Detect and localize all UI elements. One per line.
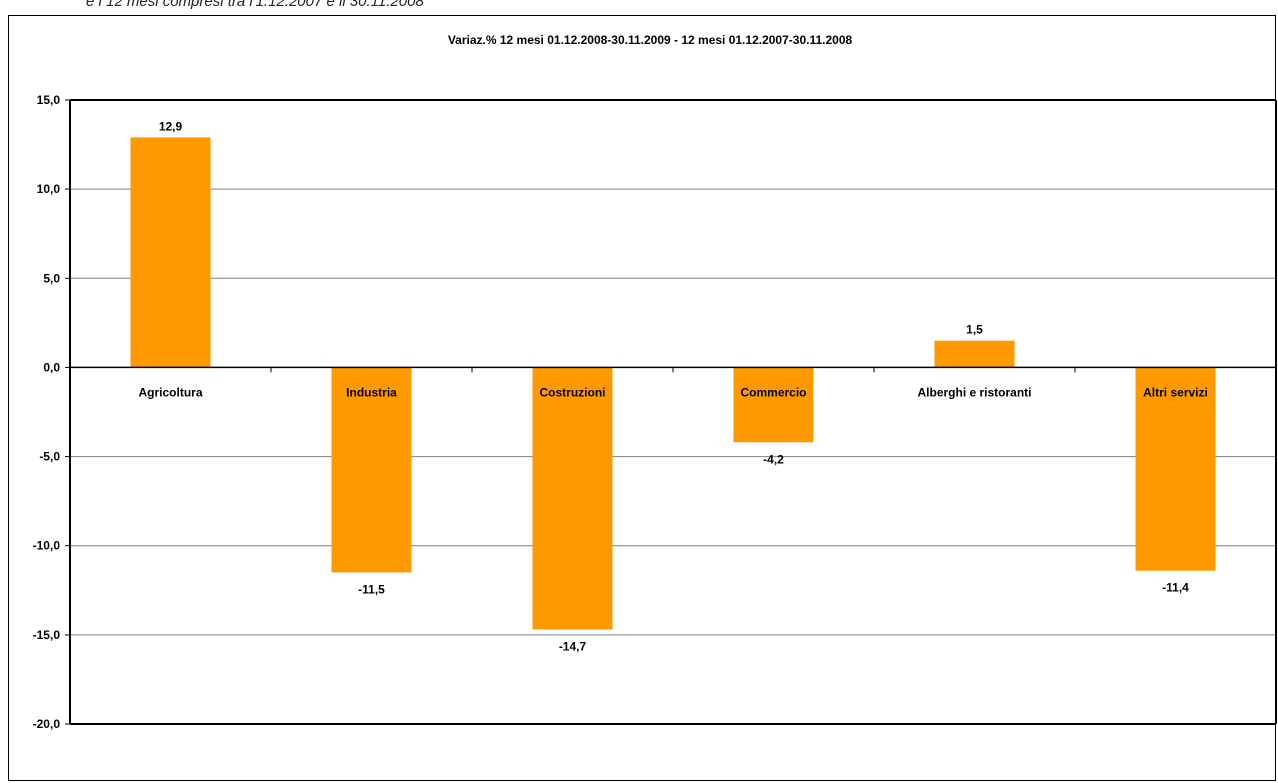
value-label: 1,5 (966, 323, 983, 337)
chart-frame (8, 15, 1276, 781)
y-tick-label: -5,0 (39, 450, 60, 464)
bar-costruzioni (532, 367, 613, 630)
y-tick-label: 15,0 (37, 93, 61, 107)
bar-alberghi-e-ristoranti (934, 340, 1015, 368)
page-caption: e i 12 mesi compresi tra l'1.12.2007 e i… (86, 0, 424, 10)
chart-title: Variaz.% 12 mesi 01.12.2008-30.11.2009 -… (448, 33, 853, 47)
axes (65, 99, 1277, 725)
labels: 15,0 10,0 5,0 0,0 -5,0 -10,0 -15,0 -20,0 Agricol… (33, 93, 1208, 731)
value-label: -11,4 (1162, 581, 1189, 595)
y-tick-label: -20,0 (33, 717, 61, 731)
value-label: -11,5 (358, 582, 385, 596)
y-tick-label: 10,0 (37, 182, 61, 196)
value-label: 12,9 (159, 119, 183, 133)
y-tick-label: -15,0 (33, 628, 61, 642)
value-label: -4,2 (763, 452, 784, 466)
bar-agricoltura (130, 137, 211, 368)
category-label: Altri servizi (1143, 385, 1208, 399)
y-tick-label: 5,0 (43, 271, 60, 285)
bar-industria (331, 367, 412, 573)
category-label: Costruzioni (540, 385, 606, 399)
bar-commercio (733, 367, 814, 443)
value-label: -14,7 (559, 640, 587, 654)
category-label: Alberghi e ristoranti (917, 385, 1031, 399)
bar-altri-servizi (1135, 367, 1216, 571)
category-label: Agricoltura (138, 385, 202, 399)
y-tick-label: 0,0 (43, 360, 60, 374)
y-tick-label: -10,0 (33, 539, 61, 553)
category-label: Industria (346, 385, 397, 399)
bars (130, 137, 1216, 630)
category-label: Commercio (740, 385, 806, 399)
